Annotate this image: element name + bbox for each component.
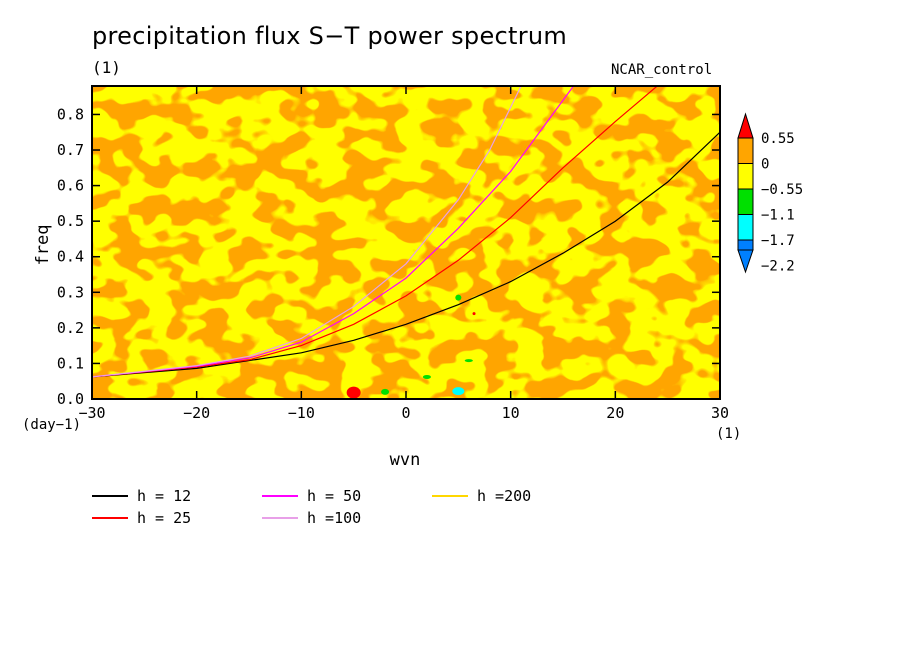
y-tick-label: 0.1 (57, 354, 84, 372)
series-line-h1 (92, 86, 658, 378)
colorbar-label: 0.55 (761, 131, 795, 147)
colorbar-box (737, 188, 754, 215)
y-tick-label: 0.2 (57, 319, 84, 337)
chart-title: precipitation flux S−T power spectrum (92, 22, 568, 50)
x-tick-label: 30 (711, 404, 729, 422)
colorbar-top-arrow (737, 112, 754, 139)
x-tick-label: 20 (606, 404, 624, 422)
units-label: (1) (92, 58, 121, 77)
run-label: NCAR_control (611, 62, 713, 78)
legend-label: h =100 (307, 509, 361, 527)
colorbar-box (737, 239, 754, 251)
x-tick-label: 10 (502, 404, 520, 422)
field-spot-2 (422, 374, 431, 379)
series-line-h0 (92, 131, 720, 378)
colorbar-label: 0 (761, 157, 769, 173)
field-spot-4 (455, 294, 462, 301)
field-positive-regions (92, 86, 720, 399)
x-tick-label: −30 (78, 404, 105, 422)
legend-label: h = 25 (137, 509, 191, 527)
colorbar: 0.55 0 −0.55 −1.1 −1.7 −2.2 (737, 112, 803, 275)
legend: h = 12 h = 25 h = 50 h =100 h =200 (92, 487, 531, 527)
field-spot-1 (381, 388, 390, 395)
colorbar-label: −0.55 (761, 182, 803, 198)
x-tick-label: −20 (183, 404, 210, 422)
x-axis-label: wvn (390, 450, 421, 470)
y-tick-label: 0.7 (57, 141, 84, 159)
series-line-h3 (92, 86, 522, 378)
plot-area (91, 85, 721, 400)
colorbar-box (737, 214, 754, 241)
field-spot-0 (346, 386, 361, 399)
legend-label: h =200 (477, 487, 531, 505)
colorbar-box (737, 137, 754, 164)
field-spot-6 (472, 312, 476, 316)
legend-label: h = 50 (307, 487, 361, 505)
y-tick-label: 0.6 (57, 177, 84, 195)
x-units-label: (1) (716, 426, 741, 442)
y-axis-label: freq (33, 225, 53, 266)
y-tick-label: 0.5 (57, 212, 84, 230)
y-tick-label: 0.0 (57, 390, 84, 408)
y-tick-label: 0.3 (57, 283, 84, 301)
colorbar-box (737, 163, 754, 190)
y-units-label: (day−1) (22, 417, 81, 433)
colorbar-label: −1.7 (761, 233, 795, 249)
field-spot-5 (464, 359, 473, 363)
x-tick-label: −10 (288, 404, 315, 422)
legend-label: h = 12 (137, 487, 191, 505)
colorbar-label: −1.1 (761, 208, 795, 224)
colorbar-label: −2.2 (761, 259, 795, 275)
field-spot-3 (452, 387, 465, 396)
x-tick-label: 0 (401, 404, 410, 422)
y-tick-label: 0.4 (57, 248, 84, 266)
series-line-h2 (92, 86, 574, 378)
y-tick-label: 0.8 (57, 105, 84, 123)
colorbar-bottom-arrow (737, 249, 754, 274)
